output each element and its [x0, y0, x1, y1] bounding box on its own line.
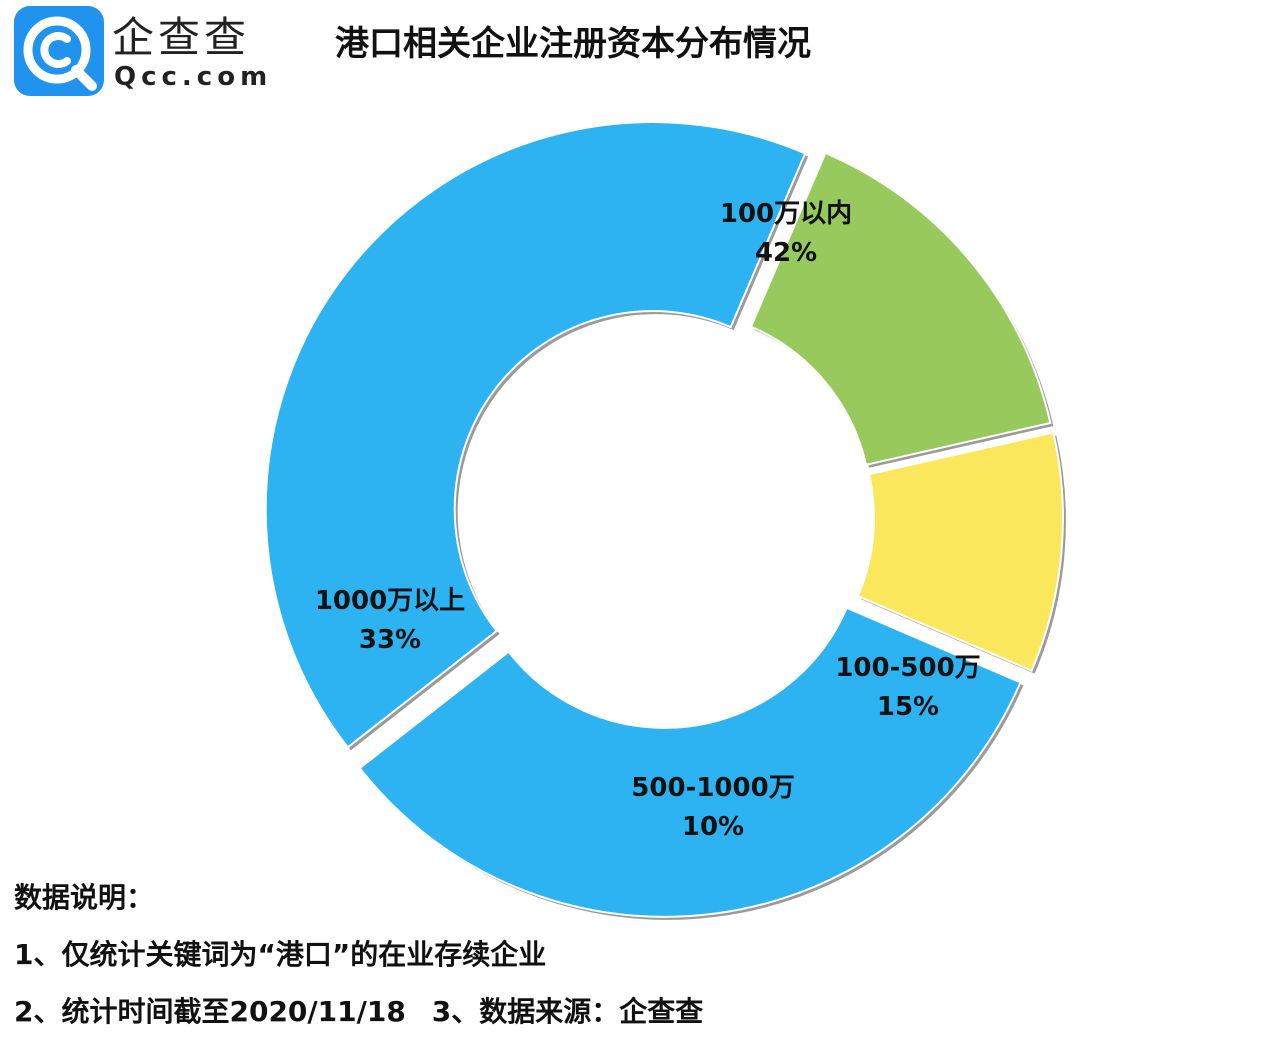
slice-2	[856, 431, 1064, 672]
slice-category-0: 100万以内	[720, 199, 852, 229]
slice-percent-1: 15%	[877, 692, 939, 722]
note-line-1: 1、仅统计关键词为“港口”的在业存续企业	[14, 938, 547, 971]
slice-3	[358, 606, 1022, 918]
brand-name: 企查查	[112, 13, 251, 62]
slice-category-1: 100-500万	[835, 653, 980, 683]
slice-label-2: 500-1000万 10%	[631, 773, 794, 842]
slice-label-0: 100万以内 42%	[720, 199, 852, 268]
brand-url: Qcc.com	[114, 62, 273, 92]
slice-percent-2: 10%	[682, 812, 744, 842]
slice-percent-0: 42%	[755, 238, 817, 268]
page-title: 港口相关企业注册资本分布情况	[335, 24, 811, 64]
note-line-2: 2、统计时间截至2020/11/18 3、数据来源：企查查	[14, 990, 703, 1047]
notes-heading: 数据说明：	[14, 881, 155, 914]
slice-label-1: 100-500万 15%	[835, 653, 980, 722]
qcc-logo-icon	[14, 6, 104, 96]
note-line-2-time: 2、统计时间截至2020/11/18	[14, 995, 406, 1028]
slice-label-3: 1000万以上 33%	[315, 586, 465, 655]
slice-1	[749, 151, 1052, 467]
slice-percent-3: 33%	[359, 625, 421, 655]
slice-category-2: 500-1000万	[631, 773, 794, 803]
note-line-2-source: 3、数据来源：企查查	[431, 995, 704, 1028]
slice-0	[264, 121, 807, 749]
slice-category-3: 1000万以上	[315, 586, 465, 616]
data-notes: 数据说明： 1、仅统计关键词为“港口”的在业存续企业 2、统计时间截至2020/…	[14, 876, 703, 1047]
